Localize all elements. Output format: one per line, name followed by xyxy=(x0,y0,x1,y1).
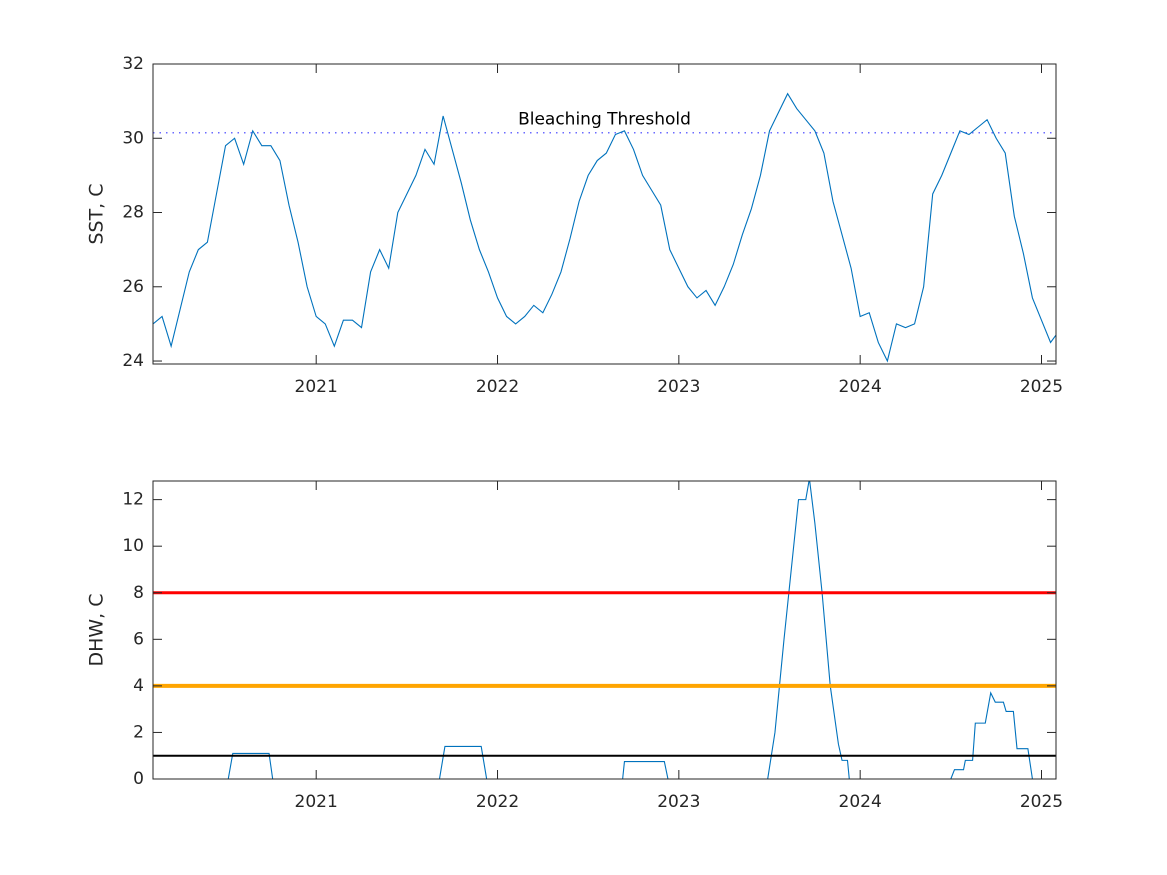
axes-box xyxy=(152,63,1057,365)
plot-area xyxy=(153,481,1056,779)
x-tick-label: 2024 xyxy=(839,377,882,397)
y-tick-label: 2 xyxy=(133,722,144,742)
y-tick-label: 26 xyxy=(122,277,144,297)
y-tick-label: 24 xyxy=(122,351,144,371)
y-tick-label: 6 xyxy=(133,629,144,649)
y-tick-label: 12 xyxy=(122,490,144,510)
axes-box xyxy=(152,480,1057,780)
x-tick-label: 2023 xyxy=(657,377,700,397)
plot-area xyxy=(153,92,1056,363)
x-tick-label: 2022 xyxy=(476,377,519,397)
y-axis-label: SST, C xyxy=(86,183,108,244)
x-tick-label: 2021 xyxy=(295,792,338,812)
x-tick-label: 2023 xyxy=(657,792,700,812)
y-tick-label: 0 xyxy=(133,769,144,789)
y-tick-label: 30 xyxy=(122,128,144,148)
x-tick-label: 2025 xyxy=(1020,377,1063,397)
data-line xyxy=(153,92,1056,363)
y-tick-label: 32 xyxy=(122,54,144,74)
y-tick-label: 8 xyxy=(133,583,144,603)
x-tick-label: 2021 xyxy=(295,377,338,397)
x-tick-label: 2025 xyxy=(1020,792,1063,812)
y-axis-label: DHW, C xyxy=(86,593,108,666)
y-tick-label: 4 xyxy=(133,676,144,696)
y-tick-label: 28 xyxy=(122,203,144,223)
annotation: Bleaching Threshold xyxy=(518,110,691,130)
x-tick-label: 2024 xyxy=(839,792,882,812)
y-tick-label: 10 xyxy=(122,536,144,556)
x-tick-label: 2022 xyxy=(476,792,519,812)
